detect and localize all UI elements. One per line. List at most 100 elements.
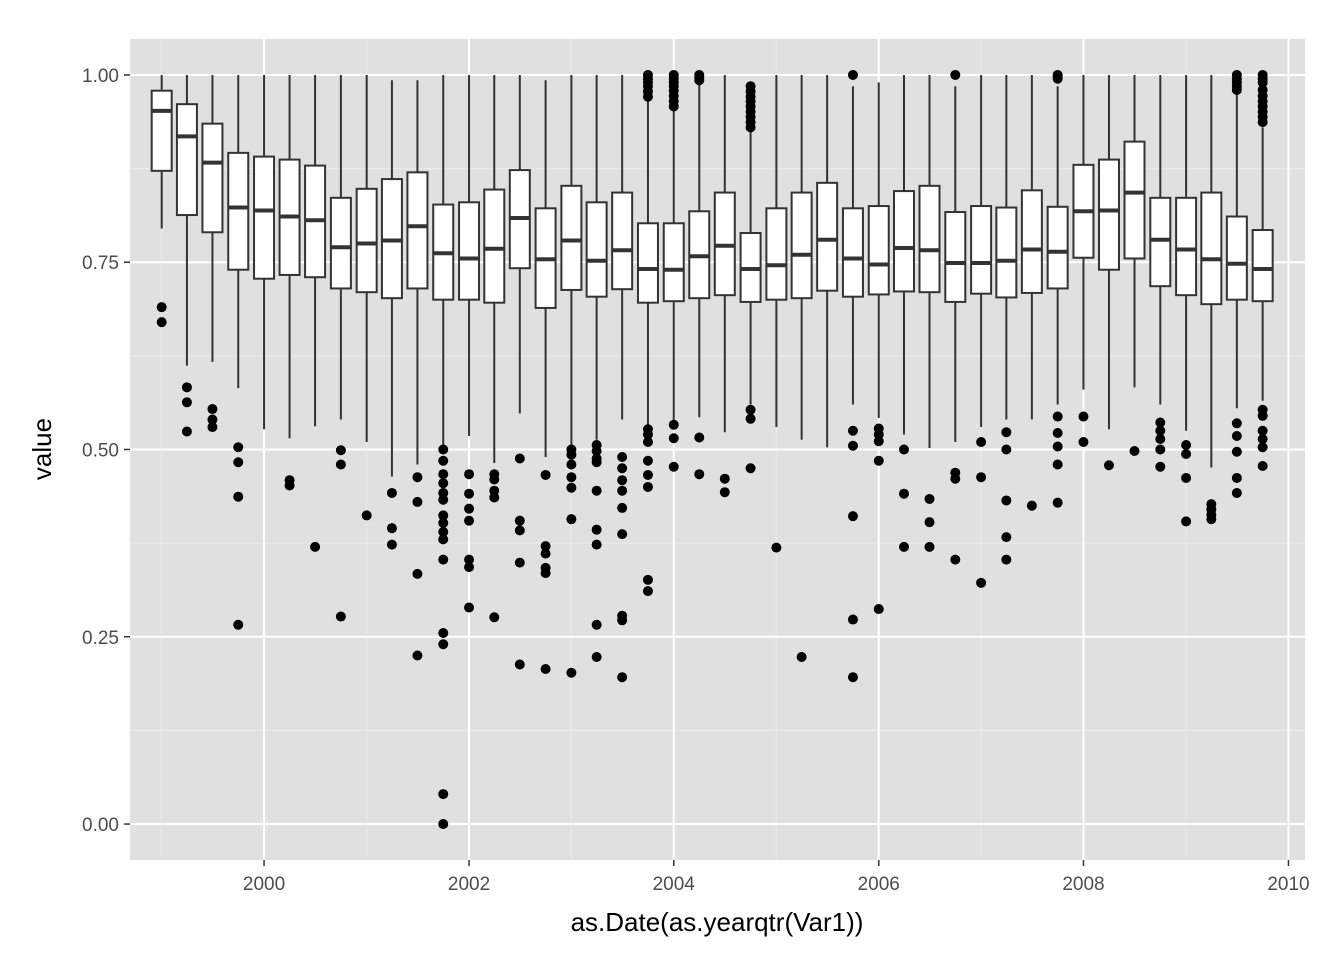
outlier-point <box>489 474 500 485</box>
outlier-point <box>898 444 909 455</box>
x-tick-label: 2006 <box>858 874 900 895</box>
outlier-point <box>464 515 475 526</box>
outlier-point <box>591 457 602 468</box>
box-2004-01-01 <box>662 69 685 472</box>
outlier-point <box>566 482 577 493</box>
outlier-point <box>617 485 628 496</box>
outlier-point <box>950 473 961 484</box>
x-axis-title: as.Date(as.yearqtr(Var1)) <box>571 907 864 937</box>
outlier-point <box>976 472 987 483</box>
outlier-point <box>489 612 500 623</box>
box-2003-10-01 <box>636 69 659 597</box>
outlier-point <box>617 502 628 513</box>
box-2006-07-01 <box>918 74 941 552</box>
outlier-point <box>591 539 602 550</box>
outlier-point <box>847 69 858 80</box>
box-2002-10-01 <box>534 80 557 674</box>
outlier-point <box>617 451 628 462</box>
outlier-point <box>1257 410 1268 421</box>
box-iqr <box>944 211 967 303</box>
outlier-point <box>617 529 628 540</box>
outlier-point <box>591 524 602 535</box>
box-2000-07-01 <box>304 74 327 552</box>
outlier-point <box>438 628 449 639</box>
box-iqr <box>765 207 788 301</box>
outlier-point <box>233 491 244 502</box>
outlier-point <box>156 317 167 328</box>
outlier-point <box>668 419 679 430</box>
box-2001-10-01 <box>432 74 455 830</box>
box-2005-10-01 <box>841 69 864 683</box>
outlier-point <box>1052 459 1063 470</box>
box-2008-07-01 <box>1123 74 1146 456</box>
outlier-point <box>1103 460 1114 471</box>
outlier-point <box>950 69 961 80</box>
box-iqr <box>790 191 813 300</box>
outlier-point <box>847 440 858 451</box>
box-iqr <box>355 187 378 294</box>
outlier-point <box>617 475 628 486</box>
box-2007-10-01 <box>1046 69 1069 508</box>
box-iqr <box>611 191 634 291</box>
outlier-point <box>566 514 577 525</box>
outlier-point <box>591 445 602 456</box>
outlier-point <box>1026 500 1037 511</box>
outlier-point <box>1257 77 1268 88</box>
outlier-point <box>1052 441 1063 452</box>
outlier-point <box>233 442 244 453</box>
box-2006-04-01 <box>892 74 915 552</box>
outlier-point <box>566 472 577 483</box>
outlier-point <box>1181 440 1192 451</box>
outlier-point <box>540 469 551 480</box>
box-2003-07-01 <box>611 74 634 683</box>
outlier-point <box>438 526 449 537</box>
box-iqr <box>585 201 608 298</box>
outlier-point <box>1257 460 1268 471</box>
boxes-layer <box>150 69 1274 830</box>
box-iqr <box>970 205 993 295</box>
box-2004-10-01 <box>739 81 762 474</box>
outlier-point <box>386 523 397 534</box>
box-iqr <box>816 181 839 292</box>
outlier-point <box>514 515 525 526</box>
box-iqr <box>662 222 685 303</box>
outlier-point <box>745 463 756 474</box>
outlier-point <box>566 449 577 460</box>
box-iqr <box>1020 189 1043 294</box>
outlier-point <box>591 485 602 496</box>
y-tick-label: 1.00 <box>82 66 119 87</box>
outlier-point <box>540 548 551 559</box>
outlier-point <box>642 586 653 597</box>
outlier-point <box>438 554 449 565</box>
box-iqr <box>253 155 276 280</box>
outlier-point <box>873 436 884 447</box>
outlier-point <box>1001 444 1012 455</box>
box-2003-04-01 <box>585 74 608 662</box>
x-axis: 2000 2002 2004 2006 2008 2010 <box>243 860 1310 895</box>
box-2006-10-01 <box>944 69 967 565</box>
y-tick-label: 0.50 <box>82 441 119 462</box>
outlier-point <box>745 404 756 415</box>
box-iqr <box>1149 196 1172 288</box>
outlier-point <box>1052 73 1063 84</box>
outlier-point <box>1231 446 1242 457</box>
outlier-point <box>438 534 449 545</box>
outlier-point <box>642 429 653 440</box>
outlier-point <box>514 659 525 670</box>
outlier-point <box>847 672 858 683</box>
outlier-point <box>540 663 551 674</box>
box-iqr <box>329 196 352 290</box>
box-2008-01-01 <box>1072 74 1095 448</box>
box-2009-04-01 <box>1200 74 1223 525</box>
x-tick-label: 2000 <box>243 874 285 895</box>
box-1999-01-01 <box>150 74 173 328</box>
box-iqr <box>1200 191 1223 306</box>
box-2009-10-01 <box>1251 69 1274 471</box>
y-tick-label: 0.75 <box>82 253 119 274</box>
outlier-point <box>1001 554 1012 565</box>
outlier-point <box>1231 84 1242 95</box>
box-iqr <box>1123 140 1146 260</box>
box-2007-07-01 <box>1020 74 1043 511</box>
outlier-point <box>1231 431 1242 442</box>
